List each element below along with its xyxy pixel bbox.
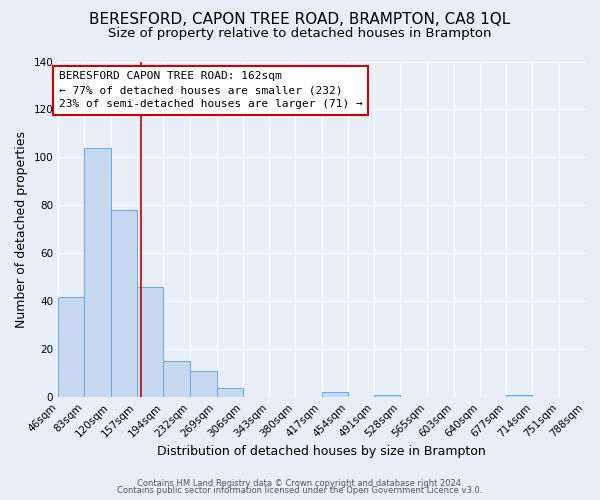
Bar (322, 392, 348, 397)
Bar (111, 210, 137, 397)
Bar (58, 296, 85, 397)
Text: Contains HM Land Registry data © Crown copyright and database right 2024.: Contains HM Land Registry data © Crown c… (137, 478, 463, 488)
Bar (137, 287, 163, 397)
Text: BERESFORD, CAPON TREE ROAD, BRAMPTON, CA8 1QL: BERESFORD, CAPON TREE ROAD, BRAMPTON, CA… (89, 12, 511, 28)
Bar (374, 395, 400, 397)
Text: Size of property relative to detached houses in Brampton: Size of property relative to detached ho… (108, 28, 492, 40)
Text: BERESFORD CAPON TREE ROAD: 162sqm
← 77% of detached houses are smaller (232)
23%: BERESFORD CAPON TREE ROAD: 162sqm ← 77% … (59, 71, 362, 109)
Bar (585, 395, 600, 397)
Bar (506, 395, 532, 397)
X-axis label: Distribution of detached houses by size in Brampton: Distribution of detached houses by size … (157, 444, 486, 458)
Y-axis label: Number of detached properties: Number of detached properties (15, 131, 28, 328)
Bar (190, 371, 217, 397)
Bar (217, 388, 243, 397)
Bar (85, 148, 111, 397)
Bar (163, 362, 190, 397)
Text: Contains public sector information licensed under the Open Government Licence v3: Contains public sector information licen… (118, 486, 482, 495)
